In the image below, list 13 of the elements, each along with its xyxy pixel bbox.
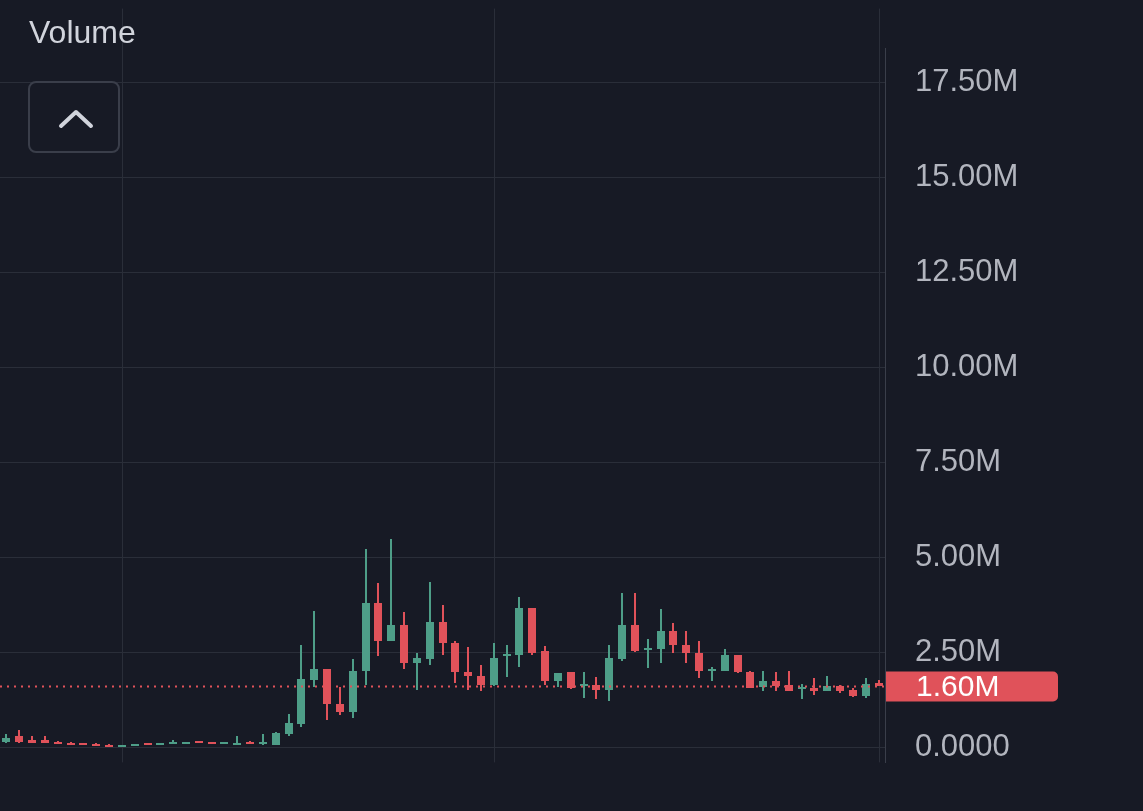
- candlestick: [503, 645, 511, 677]
- y-tick-label: 17.50M: [915, 63, 1019, 99]
- y-tick-label: 15.00M: [915, 158, 1019, 194]
- y-tick-label: 0.0000: [915, 727, 1010, 763]
- ref-line-label: 1.60M: [916, 668, 1000, 702]
- y-tick-label: 5.00M: [915, 537, 1002, 573]
- y-tick-label: 7.50M: [915, 443, 1002, 478]
- chart-title: Volume: [29, 14, 136, 51]
- y-tick-label: 10.00M: [915, 348, 1019, 384]
- candlestick: [644, 639, 652, 668]
- y-tick-label: 12.50M: [915, 253, 1019, 289]
- candlestick: [233, 736, 241, 745]
- y-tick-label: 2.50M: [915, 632, 1002, 668]
